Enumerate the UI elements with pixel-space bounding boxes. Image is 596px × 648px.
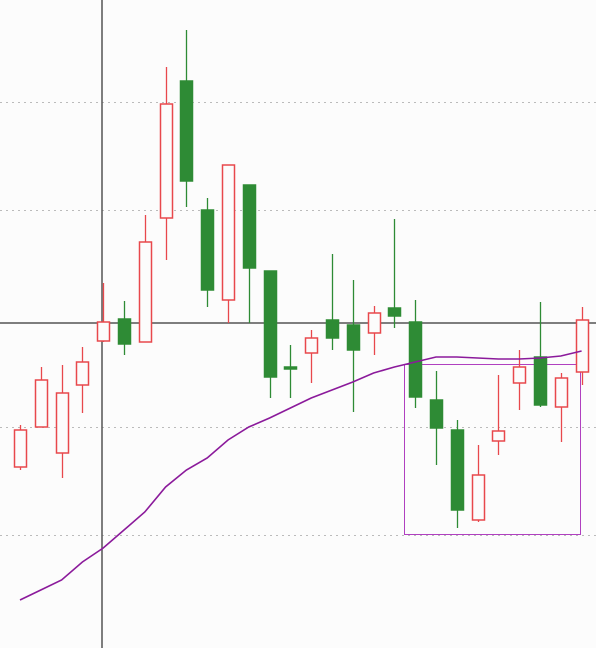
candle-body (75, 361, 90, 386)
candle-body (408, 321, 423, 398)
candle-body (117, 318, 132, 345)
candle-body (55, 392, 70, 454)
candle-body (13, 429, 28, 468)
candle-body (554, 377, 569, 408)
selection-box (404, 364, 581, 535)
candle-body (346, 324, 361, 351)
candle-body (512, 366, 527, 384)
candle-body (367, 312, 382, 334)
candle-body (533, 356, 548, 406)
candle-body (179, 80, 194, 182)
candle-body (575, 319, 590, 373)
candle-body (429, 399, 444, 429)
candle-body (283, 366, 298, 370)
candle-body (450, 429, 465, 511)
candle-body (471, 474, 486, 521)
candle-body (387, 307, 402, 317)
candle-body (138, 241, 153, 343)
candle-body (96, 321, 111, 342)
candle-body (200, 209, 215, 291)
candle-body (325, 319, 340, 339)
candle-body (304, 337, 319, 354)
moving-average-line (19, 350, 582, 601)
candle-body (491, 430, 506, 442)
candle-body (263, 270, 278, 378)
candle-body (242, 184, 257, 269)
candle-body (159, 103, 174, 219)
candle-body (221, 164, 236, 301)
candle-body (34, 379, 49, 428)
